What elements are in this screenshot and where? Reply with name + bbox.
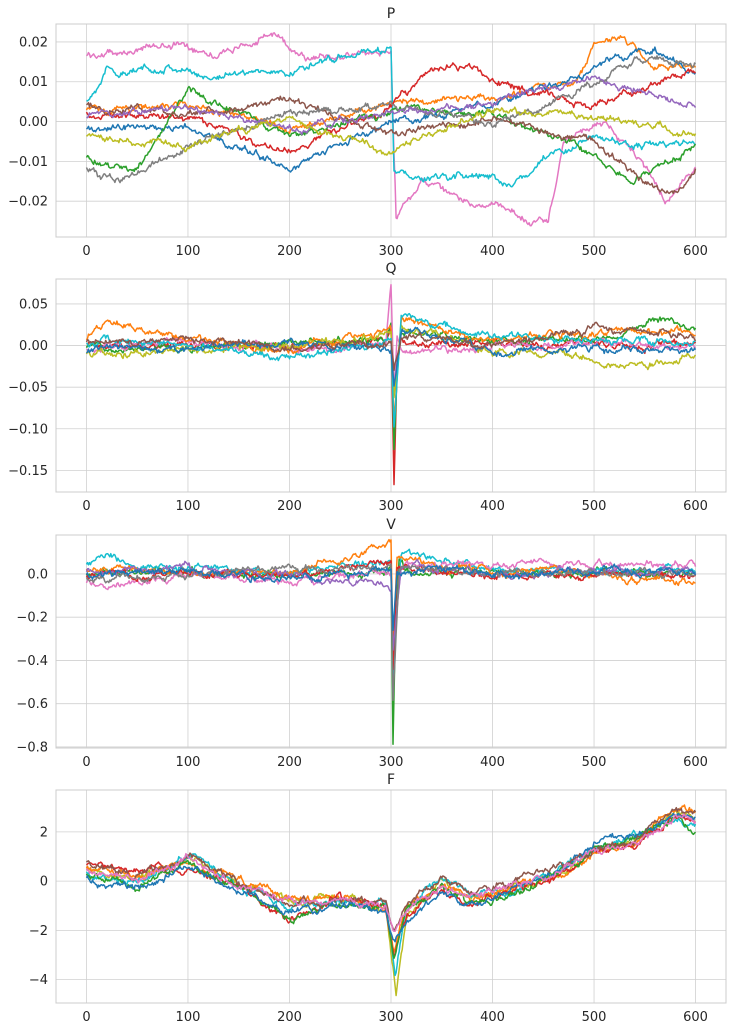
subplot-F: F 0 100 200 300 400 500 600 −4 −2 0 2 (29, 772, 727, 1025)
y-tick-label: −2 (29, 924, 48, 939)
y-tick-label: −0.05 (8, 381, 48, 396)
x-tick-label: 500 (582, 1010, 607, 1025)
series-line-s4 (86, 46, 697, 173)
plot-frame (55, 789, 727, 1004)
series-line-s6 (85, 812, 696, 943)
x-tick-label: 500 (582, 755, 607, 770)
subplot-V: V 0 100 200 300 400 500 600 −0.8 −0.6 −0.4 −0.2 0.0 (16, 517, 727, 770)
subplot-title: F (387, 772, 395, 788)
subplot-P: P 0 100 200 300 400 500 600 −0.02 −0.01 0.00 0.01 0.… (8, 6, 727, 259)
y-tick-label: 0.01 (19, 75, 48, 90)
subplot-title: V (386, 517, 396, 533)
x-tick-label: 200 (277, 499, 302, 514)
gridlines (56, 790, 726, 1003)
y-tick-label: 0.00 (19, 339, 48, 354)
x-tick-label: 400 (480, 1010, 505, 1025)
plot-frame (55, 23, 727, 238)
x-tick-label: 0 (82, 1010, 90, 1025)
x-tick-label: 300 (379, 499, 404, 514)
series-line-s4 (85, 316, 696, 423)
plot-frame (55, 278, 727, 493)
y-tick-label: 0.0 (27, 567, 48, 582)
x-tick-label: 300 (379, 755, 404, 770)
series-line-s3 (85, 35, 697, 135)
series-group (85, 538, 697, 746)
x-tick-label: 100 (176, 755, 201, 770)
x-tick-label: 200 (277, 1010, 302, 1025)
x-tick-label: 600 (683, 499, 708, 514)
y-tick-label: 0.00 (19, 115, 48, 130)
y-tick-label: −0.15 (8, 464, 48, 479)
subplot-Q: Q 0 100 200 300 400 500 600 −0.15 −0.10 −0.05 0.00 0… (8, 261, 727, 514)
x-tick-label: 600 (683, 244, 708, 259)
x-tick-label: 0 (82, 244, 90, 259)
x-tick-label: 400 (480, 499, 505, 514)
x-tick-label: 200 (277, 244, 302, 259)
x-tick-label: 300 (379, 244, 404, 259)
series-group (85, 804, 697, 997)
y-tick-label: 0.05 (19, 297, 48, 312)
y-tick-label: 0.02 (19, 35, 48, 50)
x-tick-label: 500 (582, 244, 607, 259)
y-tick-label: −0.02 (8, 195, 48, 210)
y-tick-label: 2 (40, 825, 48, 840)
subplot-title: Q (385, 261, 396, 277)
x-tick-label: 100 (176, 244, 201, 259)
x-tick-label: 400 (480, 244, 505, 259)
x-tick-label: 0 (82, 755, 90, 770)
series-line-s6 (86, 312, 696, 428)
series-group (85, 32, 697, 227)
y-tick-label: −0.01 (8, 155, 48, 170)
x-tick-label: 100 (176, 1010, 201, 1025)
series-line-s9 (86, 75, 697, 136)
y-tick-label: −0.6 (16, 697, 48, 712)
y-tick-label: −0.10 (8, 422, 48, 437)
series-line-s8 (85, 563, 697, 632)
y-tick-label: 0 (40, 875, 48, 890)
series-line-s7 (85, 326, 697, 387)
series-group (85, 283, 697, 486)
x-tick-label: 300 (379, 1010, 404, 1025)
series-line-s10 (85, 106, 697, 156)
series-line-s8 (85, 55, 696, 184)
x-tick-label: 0 (82, 499, 90, 514)
y-tick-label: −0.2 (16, 611, 48, 626)
x-tick-label: 400 (480, 755, 505, 770)
subplot-title: P (387, 6, 395, 22)
series-line-s7 (86, 95, 697, 195)
x-tick-label: 500 (582, 499, 607, 514)
x-tick-label: 600 (683, 1010, 708, 1025)
y-tick-label: −0.4 (16, 654, 48, 669)
series-line-s5 (85, 814, 697, 960)
x-tick-label: 200 (277, 755, 302, 770)
plot-frame (55, 534, 727, 749)
series-line-s6 (85, 85, 697, 186)
series-line-s8 (85, 813, 697, 933)
y-tick-label: −0.8 (16, 740, 48, 755)
series-line-s8 (85, 321, 697, 371)
series-line-s2 (86, 46, 696, 188)
x-tick-label: 600 (683, 755, 708, 770)
x-tick-label: 100 (176, 499, 201, 514)
y-tick-label: −4 (29, 973, 48, 988)
series-line-s5 (85, 62, 697, 154)
